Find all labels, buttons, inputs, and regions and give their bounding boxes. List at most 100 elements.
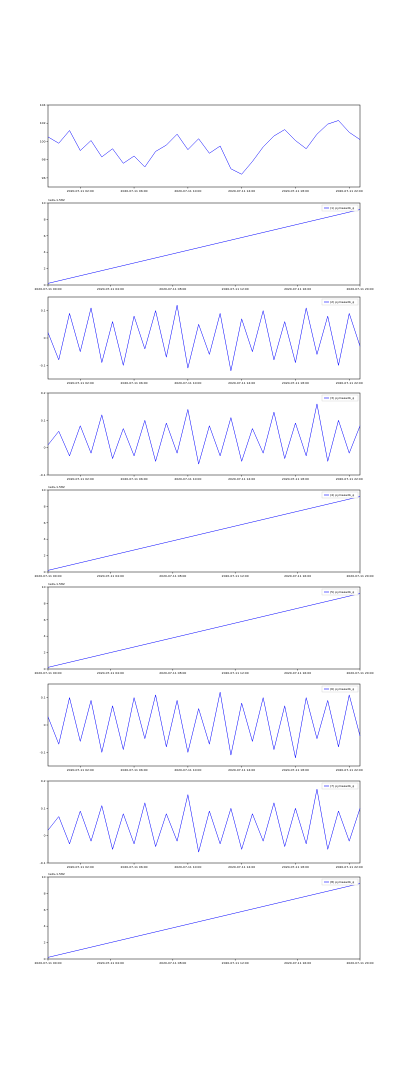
y-tick-label: 10 xyxy=(42,488,46,492)
legend-label: (2) pymeasdb_q xyxy=(330,300,354,304)
x-tick-label: 2020-07-11 18:00 xyxy=(282,189,309,193)
x-tick-label: 2020-07-11 22:00 xyxy=(336,477,363,481)
y-tick-label: 6 xyxy=(44,234,46,238)
offset-label: 1e9+1.582 xyxy=(48,198,65,202)
offset-label: 1e9+1.582 xyxy=(48,485,65,489)
y-tick-label: 4 xyxy=(44,634,46,638)
y-tick-label: 104 xyxy=(40,103,46,107)
y-tick-label: 10 xyxy=(42,201,46,205)
y-tick-label: 2 xyxy=(44,267,46,271)
x-tick-label: 2020-07-11 00:00 xyxy=(34,574,61,578)
y-tick-label: 0.1 xyxy=(41,806,46,810)
y-tick-label: 0 xyxy=(44,957,46,961)
x-tick-label: 2020-07-11 14:00 xyxy=(228,381,255,385)
x-tick-label: 2020-07-11 12:00 xyxy=(222,671,249,675)
y-tick-label: -0.1 xyxy=(40,750,46,754)
x-tick-label: 2020-07-11 14:00 xyxy=(228,189,255,193)
y-tick-label: 102 xyxy=(40,121,46,125)
legend-label: (4) pymeasdb_q xyxy=(330,493,354,497)
x-tick-label: 2020-07-11 06:00 xyxy=(121,865,148,869)
y-tick-label: 0 xyxy=(44,446,46,450)
x-tick-label: 2020-07-11 18:00 xyxy=(282,477,309,481)
y-tick-label: 0.2 xyxy=(41,779,46,783)
x-tick-label: 2020-07-11 06:00 xyxy=(121,381,148,385)
x-tick-label: 2020-07-11 02:00 xyxy=(67,768,94,772)
y-tick-label: 0.2 xyxy=(41,391,46,395)
x-tick-label: 2020-07-11 00:00 xyxy=(34,671,61,675)
data-line xyxy=(47,496,361,571)
x-tick-label: 2020-07-11 14:00 xyxy=(228,477,255,481)
y-tick-label: 4 xyxy=(44,537,46,541)
x-tick-label: 2020-07-11 04:00 xyxy=(97,961,124,965)
y-tick-label: 0.1 xyxy=(41,696,46,700)
legend-box xyxy=(321,782,359,790)
plot-frame xyxy=(47,202,361,286)
y-tick-label: 2 xyxy=(44,554,46,558)
plot-frame xyxy=(47,489,361,573)
x-tick-label: 2020-07-11 18:00 xyxy=(282,381,309,385)
legend-box xyxy=(321,491,359,499)
data-line xyxy=(47,403,361,465)
y-tick-label: 0.1 xyxy=(41,418,46,422)
legend-box xyxy=(321,298,359,306)
y-tick-label: 10 xyxy=(42,585,46,589)
y-tick-label: 4 xyxy=(44,924,46,928)
legend-label: (7) pymeasdb_q xyxy=(330,784,354,788)
y-tick-label: 0 xyxy=(44,723,46,727)
y-tick-label: 0 xyxy=(44,570,46,574)
legend-label: (1) pymeasdb_q xyxy=(330,206,354,210)
y-tick-label: 8 xyxy=(44,601,46,605)
legend-label: (8) pymeasdb_q xyxy=(330,880,354,884)
y-tick-label: 0 xyxy=(44,834,46,838)
y-tick-label: 2 xyxy=(44,651,46,655)
data-line xyxy=(47,209,361,284)
legend-box xyxy=(321,878,359,886)
data-line xyxy=(47,305,361,371)
x-tick-label: 2020-07-11 12:00 xyxy=(222,574,249,578)
data-line xyxy=(47,789,361,853)
y-tick-label: 8 xyxy=(44,504,46,508)
offset-label: 1e9+1.582 xyxy=(48,872,65,876)
x-tick-label: 2020-07-11 16:00 xyxy=(284,574,311,578)
x-tick-label: 2020-07-11 22:00 xyxy=(336,189,363,193)
x-tick-label: 2020-07-11 08:00 xyxy=(159,961,186,965)
x-tick-label: 2020-07-11 12:00 xyxy=(222,287,249,291)
y-tick-label: -0.1 xyxy=(40,363,46,367)
y-tick-label: 8 xyxy=(44,891,46,895)
y-tick-label: -0.1 xyxy=(40,861,46,865)
x-tick-label: 2020-07-11 06:00 xyxy=(121,189,148,193)
x-tick-label: 2020-07-11 02:00 xyxy=(67,477,94,481)
x-tick-label: 2020-07-11 20:00 xyxy=(346,961,373,965)
x-tick-label: 2020-07-11 16:00 xyxy=(284,961,311,965)
x-tick-label: 2020-07-11 16:00 xyxy=(284,287,311,291)
x-tick-label: 2020-07-11 18:00 xyxy=(282,865,309,869)
plot-frame xyxy=(47,104,361,188)
y-tick-label: -0.1 xyxy=(40,473,46,477)
y-tick-label: 8 xyxy=(44,217,46,221)
y-tick-label: 0 xyxy=(44,283,46,287)
x-tick-label: 2020-07-11 22:00 xyxy=(336,768,363,772)
x-tick-label: 2020-07-11 10:00 xyxy=(174,865,201,869)
x-tick-label: 2020-07-11 08:00 xyxy=(159,671,186,675)
legend-box xyxy=(321,394,359,402)
legend-label: (6) pymeasdb_q xyxy=(330,687,354,691)
x-tick-label: 2020-07-11 20:00 xyxy=(346,574,373,578)
legend-box xyxy=(321,204,359,212)
data-line xyxy=(47,692,361,758)
x-tick-label: 2020-07-11 12:00 xyxy=(222,961,249,965)
x-tick-label: 2020-07-11 02:00 xyxy=(67,865,94,869)
y-tick-label: 100 xyxy=(40,139,46,143)
plot-frame xyxy=(47,780,361,864)
x-tick-label: 2020-07-11 20:00 xyxy=(346,287,373,291)
x-tick-label: 2020-07-11 00:00 xyxy=(34,961,61,965)
x-tick-label: 2020-07-11 04:00 xyxy=(97,287,124,291)
x-tick-label: 2020-07-11 14:00 xyxy=(228,865,255,869)
y-tick-label: 4 xyxy=(44,250,46,254)
data-line xyxy=(47,593,361,668)
x-tick-label: 2020-07-11 10:00 xyxy=(174,477,201,481)
x-tick-label: 2020-07-11 10:00 xyxy=(174,189,201,193)
y-tick-label: 98 xyxy=(42,158,46,162)
plot-frame xyxy=(47,876,361,960)
